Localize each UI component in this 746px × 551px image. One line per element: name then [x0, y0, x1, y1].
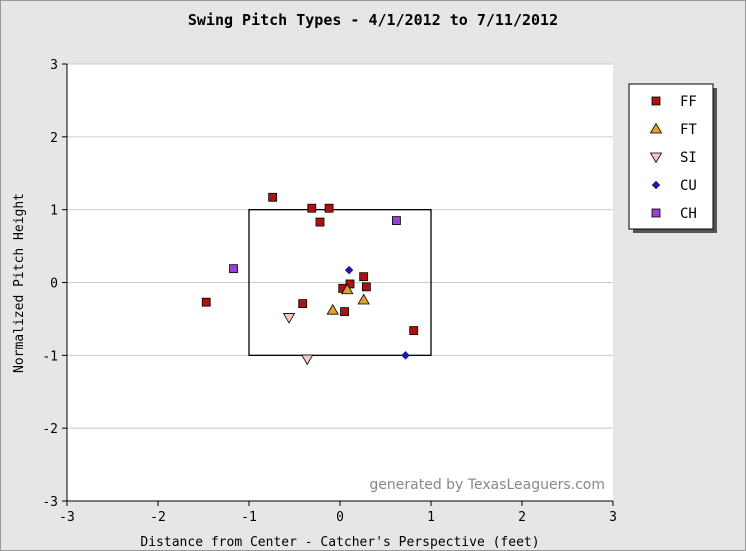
data-point-ff — [201, 297, 211, 307]
watermark: generated by TexasLeaguers.com — [369, 477, 605, 493]
data-point-ff — [324, 203, 334, 213]
x-tick-label: -3 — [59, 510, 75, 525]
data-point-ff — [268, 192, 278, 202]
y-axis-ticks: -3 -2 -1 0 1 2 3 — [42, 58, 67, 510]
data-point-cu — [344, 265, 354, 275]
x-tick-label: -1 — [241, 510, 257, 525]
legend: FF FT SI CU CH — [628, 83, 717, 233]
x-tick-label: 0 — [336, 510, 344, 525]
data-point-ff — [409, 326, 419, 335]
legend-marker-ff — [651, 96, 661, 106]
data-point-ft — [357, 293, 370, 305]
data-point-ff — [359, 272, 369, 282]
data-point-ft — [341, 283, 354, 295]
y-tick-label: -1 — [42, 349, 58, 364]
x-axis-ticks: -3 -2 -1 0 1 2 3 — [59, 501, 617, 525]
x-tick-label: 1 — [427, 510, 435, 525]
y-tick-label: -3 — [42, 495, 58, 510]
legend-marker-ch — [651, 208, 661, 218]
data-point-ch — [229, 264, 238, 274]
y-tick-label: -2 — [42, 422, 58, 437]
chart-title: Swing Pitch Types - 4/1/2012 to 7/11/201… — [188, 11, 558, 29]
y-tick-label: 2 — [50, 131, 58, 146]
y-tick-label: 0 — [50, 277, 58, 292]
data-point-si — [301, 354, 314, 366]
data-point-si — [282, 313, 296, 324]
legend-marker-cu — [651, 180, 661, 190]
data-point-ff — [340, 307, 349, 317]
x-tick-label: 3 — [609, 510, 617, 525]
data-point-ff — [315, 217, 325, 227]
legend-box — [628, 83, 714, 230]
y-tick-label: 1 — [50, 204, 58, 219]
y-axis-label: Normalized Pitch Height — [12, 193, 27, 373]
legend-label-ft: FT — [680, 122, 697, 138]
data-point-cu — [401, 350, 410, 360]
x-tick-label: 2 — [518, 510, 526, 525]
data-point-ff — [345, 279, 355, 289]
legend-marker-ft — [649, 122, 663, 134]
data-point-ff — [307, 203, 317, 213]
data-point-ff — [298, 299, 308, 309]
data-point-ff — [361, 282, 371, 292]
legend-label-ch: CH — [680, 206, 697, 222]
legend-label-ff: FF — [680, 94, 697, 110]
legend-label-si: SI — [680, 150, 697, 166]
strike-zone — [248, 209, 432, 356]
data-point-ft — [326, 303, 339, 315]
data-point-ch — [392, 216, 401, 225]
legend-label-cu: CU — [680, 178, 697, 194]
x-tick-label: -2 — [150, 510, 166, 525]
y-tick-label: 3 — [50, 58, 58, 73]
legend-marker-si — [649, 152, 663, 164]
x-axis-label: Distance from Center - Catcher's Perspec… — [140, 535, 539, 550]
data-points — [201, 192, 419, 366]
